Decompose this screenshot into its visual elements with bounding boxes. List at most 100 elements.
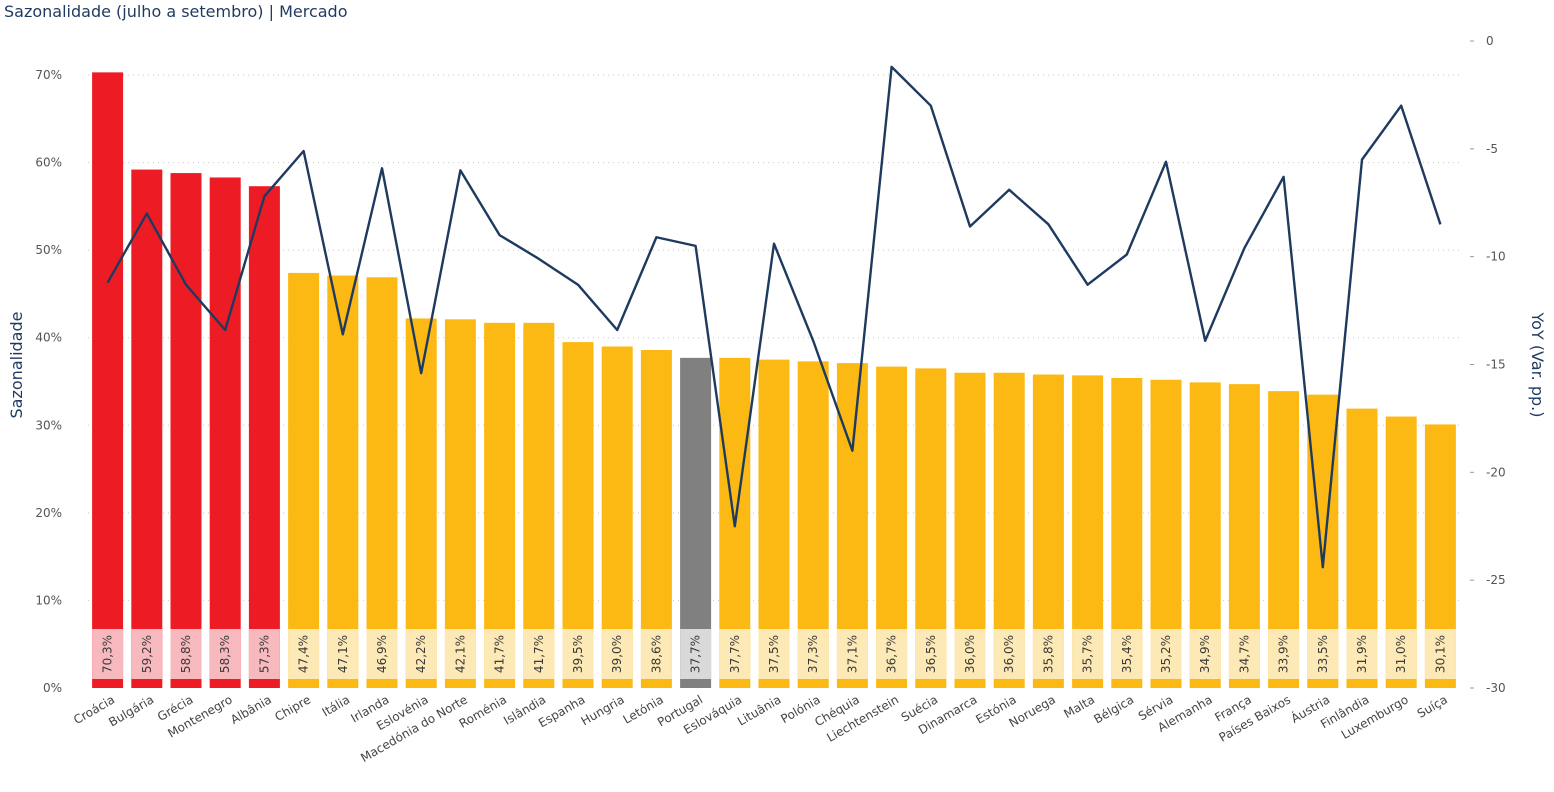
y-tick-label: 50% <box>35 243 62 257</box>
data-label-bg <box>405 629 437 679</box>
y2-tick-label: -20 <box>1486 465 1506 479</box>
data-label: 59,2% <box>140 635 154 673</box>
data-label: 38,6% <box>649 635 663 673</box>
data-label: 36,0% <box>963 635 977 673</box>
data-label: 57,3% <box>257 635 271 673</box>
data-label: 34,9% <box>1198 635 1212 673</box>
y-tick-label: 40% <box>35 331 62 345</box>
data-label: 42,1% <box>453 635 467 673</box>
y2-tick-label: -5 <box>1486 142 1498 156</box>
data-label: 39,0% <box>610 635 624 673</box>
data-label-bg <box>327 629 359 679</box>
data-label: 36,0% <box>1002 635 1016 673</box>
data-label-bg <box>170 629 202 679</box>
data-label-bg <box>523 629 555 679</box>
bar <box>288 272 320 688</box>
chart-title: Sazonalidade (julho a setembro) | Mercad… <box>4 2 348 21</box>
data-label-bg <box>444 629 476 679</box>
data-label-bg <box>92 629 124 679</box>
data-label-bg <box>797 629 829 679</box>
bar <box>484 322 516 688</box>
data-label: 47,4% <box>297 635 311 673</box>
bar <box>131 169 163 688</box>
data-label: 46,9% <box>375 635 389 673</box>
left-axis: 0% 10% 20% 30% 40% 50% 60% 70% <box>35 68 62 695</box>
data-label: 35,7% <box>1081 635 1095 673</box>
bar <box>523 322 555 688</box>
data-label: 34,7% <box>1237 635 1251 673</box>
data-label-bg <box>131 629 163 679</box>
data-label: 70,3% <box>101 635 115 673</box>
category-label: Hungria <box>579 692 627 728</box>
data-label-bg <box>288 629 320 679</box>
data-label-bg <box>915 629 947 679</box>
data-label: 31,9% <box>1355 635 1369 673</box>
y2-tick-label: -25 <box>1486 573 1506 587</box>
data-label: 58,8% <box>179 635 193 673</box>
data-label-bg <box>209 629 241 679</box>
y2-tick-label: -15 <box>1486 358 1506 372</box>
data-labels: 70,3% 59,2% 58,8% 58,3% 57,3% 47,4% 47,1% 46,9%… <box>92 629 1456 679</box>
data-label-bg <box>562 629 594 679</box>
data-label-bg <box>993 629 1025 679</box>
data-label: 58,3% <box>218 635 232 673</box>
line-series <box>106 65 1442 569</box>
bar <box>444 319 476 688</box>
data-label: 35,4% <box>1120 635 1134 673</box>
data-label-bg <box>1385 629 1417 679</box>
data-label-bg <box>366 629 398 679</box>
y-tick-label: 0% <box>43 681 62 695</box>
data-label: 31,0% <box>1394 635 1408 673</box>
data-label: 33,5% <box>1316 635 1330 673</box>
bar <box>92 72 124 688</box>
bar <box>366 277 398 688</box>
data-label-bg <box>1268 629 1300 679</box>
category-label: Albânia <box>228 692 274 727</box>
data-label-bg <box>954 629 986 679</box>
category-label: Suíça <box>1415 692 1450 720</box>
data-label-bg <box>876 629 908 679</box>
data-label: 37,1% <box>845 635 859 673</box>
y-tick-label: 20% <box>35 506 62 520</box>
data-label: 39,5% <box>571 635 585 673</box>
bar-series <box>92 72 1456 689</box>
y2-tick-label: -30 <box>1486 681 1506 695</box>
y-tick-label: 30% <box>35 418 62 432</box>
y-axis-title: Sazonalidade <box>7 312 26 419</box>
data-label-bg <box>1150 629 1182 679</box>
y2-tick-label: 0 <box>1486 34 1494 48</box>
data-label-bg <box>1228 629 1260 679</box>
y-tick-label: 60% <box>35 156 62 170</box>
data-label: 37,7% <box>689 635 703 673</box>
data-label: 41,7% <box>493 635 507 673</box>
data-label: 41,7% <box>532 635 546 673</box>
right-axis: 0 -5 -10 -15 -20 -25 -30 <box>1470 34 1506 695</box>
y2-tick-label: -10 <box>1486 250 1506 264</box>
data-label: 37,3% <box>806 635 820 673</box>
data-label: 35,8% <box>1041 635 1055 673</box>
data-label: 42,2% <box>414 635 428 673</box>
category-label: Chipre <box>272 692 313 724</box>
bar <box>209 177 241 689</box>
y-tick-label: 10% <box>35 593 62 607</box>
bar <box>327 275 359 688</box>
category-label: Bélgica <box>1091 692 1136 726</box>
data-label-bg <box>1111 629 1143 679</box>
data-label: 37,7% <box>728 635 742 673</box>
data-label-bg <box>248 629 280 679</box>
yoy-line <box>106 65 1442 569</box>
bar <box>248 186 280 689</box>
data-label: 47,1% <box>336 635 350 673</box>
category-labels: CroáciaBulgáriaGréciaMontenegroAlbâniaCh… <box>71 692 1450 765</box>
data-label-bg <box>758 629 790 679</box>
category-label: Bulgária <box>106 692 156 729</box>
data-label-bg <box>1307 629 1339 679</box>
data-label-bg <box>1424 629 1456 679</box>
data-label: 33,9% <box>1277 635 1291 673</box>
bar <box>170 173 202 688</box>
data-label-bg <box>680 629 712 679</box>
data-label: 30,1% <box>1433 635 1447 673</box>
data-label-bg <box>1072 629 1104 679</box>
data-label-bg <box>1346 629 1378 679</box>
